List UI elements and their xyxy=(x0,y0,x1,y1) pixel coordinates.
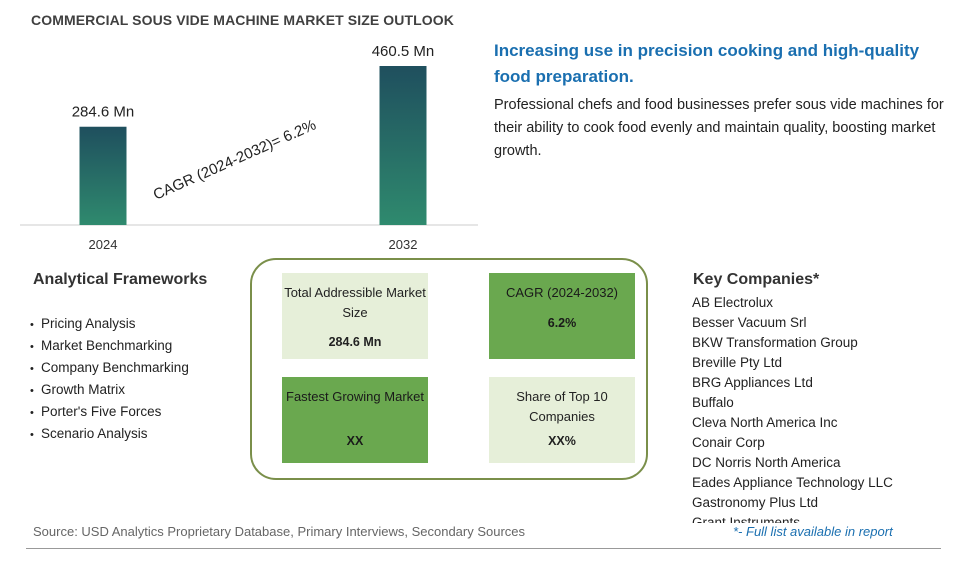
bullet-icon: • xyxy=(30,407,34,419)
company-item: Buffalo xyxy=(692,395,734,410)
company-item: BRG Appliances Ltd xyxy=(692,375,813,390)
footer-divider xyxy=(26,548,941,549)
metric-tile-top10-share: Share of Top 10 Companies XX% xyxy=(489,377,635,463)
frameworks-title: Analytical Frameworks xyxy=(33,271,208,288)
metric-tile-market-size: Total Addressible Market Size 284.6 Mn xyxy=(282,273,428,359)
company-item: Besser Vacuum Srl xyxy=(692,315,807,330)
bar-value-label: 460.5 Mn xyxy=(372,43,435,60)
x-tick-label: 2032 xyxy=(389,237,418,252)
frameworks-list: • Pricing Analysis • Market Benchmarking •… xyxy=(30,313,189,445)
metric-tile-cagr: CAGR (2024-2032) 6.2% xyxy=(489,273,635,359)
framework-item: • Company Benchmarking xyxy=(30,357,189,379)
cagr-annotation: CAGR (2024-2032)= 6.2% xyxy=(151,116,319,203)
key-metrics-panel: Total Addressible Market Size 284.6 Mn C… xyxy=(250,258,648,480)
bullet-icon: • xyxy=(30,429,34,441)
company-item: Eades Appliance Technology LLC xyxy=(692,475,893,490)
full-list-note: *- Full list available in report xyxy=(733,524,893,539)
metric-value: XX% xyxy=(548,434,576,448)
framework-item: • Porter's Five Forces xyxy=(30,401,189,423)
framework-item: • Pricing Analysis xyxy=(30,313,189,335)
framework-item: • Growth Matrix xyxy=(30,379,189,401)
bullet-icon: • xyxy=(30,385,34,397)
bullet-icon: • xyxy=(30,341,34,353)
highlight-description: Professional chefs and food businesses p… xyxy=(494,97,944,159)
metric-label: Total Addressible Market Size xyxy=(284,285,426,320)
metric-value: 284.6 Mn xyxy=(328,335,382,349)
market-size-bar-chart: 284.6 Mn 2024 460.5 Mn 2032 CAGR (2024-2032… xyxy=(20,43,478,252)
source-note: Source: USD Analytics Proprietary Databa… xyxy=(33,524,526,539)
company-item: DC Norris North America xyxy=(692,455,841,470)
key-companies-title: Key Companies* xyxy=(693,271,820,288)
page-title: COMMERCIAL SOUS VIDE MACHINE MARKET SIZE… xyxy=(31,12,454,28)
x-tick-label: 2024 xyxy=(89,237,118,252)
bar-value-label: 284.6 Mn xyxy=(72,104,135,121)
metric-tile-fastest-growing: Fastest Growing Market XX xyxy=(282,377,428,463)
metric-label: Fastest Growing Market xyxy=(286,389,424,404)
company-item: Breville Pty Ltd xyxy=(692,355,783,370)
bar-2032 xyxy=(379,66,427,225)
metric-label: Share of Top 10 Companies xyxy=(516,389,608,424)
metric-label: CAGR (2024-2032) xyxy=(506,285,618,300)
company-item: BKW Transformation Group xyxy=(692,335,858,350)
framework-item: • Market Benchmarking xyxy=(30,335,189,357)
company-item: Cleva North America Inc xyxy=(692,415,838,430)
key-companies-list: AB Electrolux Besser Vacuum Srl BKW Tran… xyxy=(692,293,952,523)
highlight-headline: Increasing use in precision cooking and … xyxy=(494,41,920,86)
company-item: Conair Corp xyxy=(692,435,765,450)
company-item: AB Electrolux xyxy=(692,295,774,310)
company-item: Grant Instruments xyxy=(692,515,801,523)
bar-2024 xyxy=(79,126,127,225)
metric-value: 6.2% xyxy=(547,316,577,330)
bullet-icon: • xyxy=(30,319,34,331)
key-companies-viewport: AB Electrolux Besser Vacuum Srl BKW Tran… xyxy=(692,293,952,523)
metric-value: XX xyxy=(346,434,364,448)
bullet-icon: • xyxy=(30,363,34,375)
framework-item: • Scenario Analysis xyxy=(30,423,189,445)
company-item: Gastronomy Plus Ltd xyxy=(692,495,819,510)
